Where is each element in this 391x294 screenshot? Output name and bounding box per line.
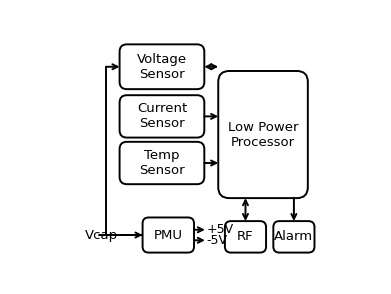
FancyBboxPatch shape: [143, 218, 194, 253]
Text: -5V: -5V: [206, 234, 227, 247]
Text: Alarm: Alarm: [274, 230, 314, 243]
FancyBboxPatch shape: [218, 71, 308, 198]
FancyBboxPatch shape: [120, 44, 204, 89]
FancyBboxPatch shape: [225, 221, 266, 253]
FancyBboxPatch shape: [120, 95, 204, 138]
Text: +5V: +5V: [206, 223, 233, 236]
FancyBboxPatch shape: [273, 221, 314, 253]
Text: Current
Sensor: Current Sensor: [137, 102, 187, 131]
Text: RF: RF: [237, 230, 254, 243]
Text: Low Power
Processor: Low Power Processor: [228, 121, 298, 148]
Text: Temp
Sensor: Temp Sensor: [139, 149, 185, 177]
Text: Voltage
Sensor: Voltage Sensor: [137, 53, 187, 81]
Text: PMU: PMU: [154, 228, 183, 242]
Text: Vcap: Vcap: [84, 228, 118, 242]
FancyBboxPatch shape: [120, 142, 204, 184]
